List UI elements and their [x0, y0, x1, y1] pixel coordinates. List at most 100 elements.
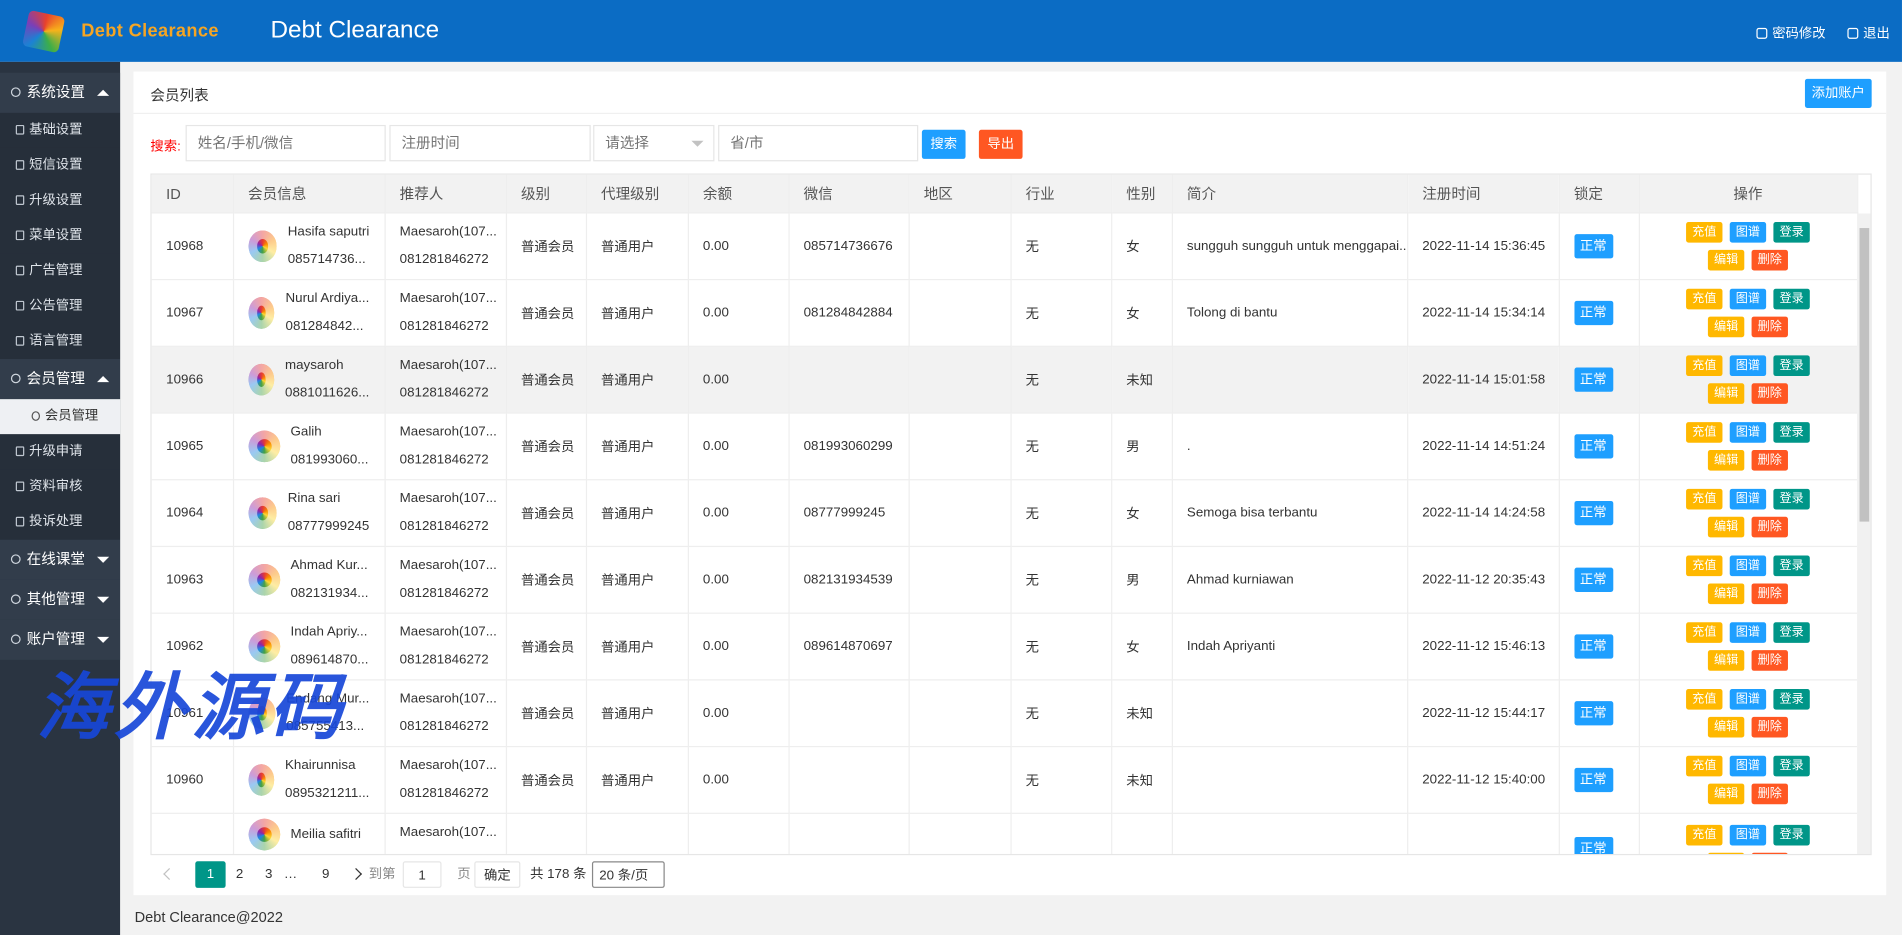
search-button[interactable]: 搜索	[921, 129, 966, 159]
action-button[interactable]: 登录	[1773, 622, 1810, 643]
action-button[interactable]: 充值	[1686, 755, 1723, 777]
action-button[interactable]: 登录	[1773, 288, 1810, 310]
action-button[interactable]: 编辑	[1707, 516, 1745, 538]
cell-time: 2022-11-12 15:46:13	[1422, 639, 1546, 654]
scroll-thumb[interactable]	[1859, 228, 1870, 522]
action-button[interactable]: 删除	[1751, 450, 1788, 471]
action-button[interactable]: 删除	[1751, 249, 1788, 271]
action-button[interactable]: 充值	[1686, 824, 1723, 846]
action-button[interactable]: 编辑	[1707, 716, 1745, 738]
action-button[interactable]: 登录	[1773, 688, 1810, 710]
lock-status[interactable]: 正常	[1573, 300, 1613, 326]
region-input[interactable]: 省/市	[718, 124, 919, 162]
menu-item[interactable]: 升级设置	[0, 183, 121, 219]
action-button[interactable]: 登录	[1773, 555, 1810, 577]
change-password[interactable]: 密码修改	[1756, 23, 1825, 42]
action-button[interactable]: 删除	[1751, 852, 1788, 854]
keyword-input[interactable]: 姓名/手机/微信	[185, 124, 386, 162]
menu-group[interactable]: 在线课堂	[0, 539, 121, 580]
menu-item[interactable]: 语言管理	[0, 323, 121, 360]
lock-status[interactable]: 正常	[1573, 234, 1613, 259]
menu-item[interactable]: 会员管理	[0, 399, 121, 435]
lock-status[interactable]: 正常	[1573, 767, 1613, 793]
action-button[interactable]: 编辑	[1707, 383, 1745, 404]
next-page[interactable]	[350, 867, 363, 880]
confirm-button[interactable]: 确定	[474, 861, 521, 888]
action-button[interactable]: 充值	[1686, 555, 1723, 577]
action-button[interactable]: 充值	[1686, 422, 1723, 443]
action-button[interactable]: 登录	[1773, 422, 1810, 443]
action-button[interactable]: 删除	[1751, 316, 1788, 338]
action-button[interactable]: 删除	[1751, 716, 1788, 738]
action-button[interactable]: 编辑	[1707, 583, 1745, 605]
action-button[interactable]: 登录	[1773, 488, 1810, 510]
action-button[interactable]: 删除	[1751, 650, 1788, 671]
action-button[interactable]: 删除	[1751, 383, 1788, 404]
menu-item[interactable]: 投诉处理	[0, 504, 121, 540]
lock-status[interactable]: 正常	[1573, 836, 1613, 854]
menu-item[interactable]: 升级申请	[0, 434, 121, 470]
level-select[interactable]: 请选择	[593, 124, 715, 162]
action-button[interactable]: 图谱	[1729, 555, 1767, 577]
action-button[interactable]: 充值	[1686, 488, 1723, 510]
action-button[interactable]: 图谱	[1729, 755, 1767, 777]
menu-item[interactable]: 基础设置	[0, 112, 121, 148]
page-number[interactable]: 3	[264, 867, 273, 882]
action-button[interactable]: 编辑	[1707, 852, 1745, 854]
action-button[interactable]: 充值	[1686, 355, 1723, 377]
lock-status[interactable]: 正常	[1573, 567, 1613, 592]
lock-status[interactable]: 正常	[1573, 500, 1613, 526]
menu-item[interactable]: 广告管理	[0, 253, 121, 289]
page-number[interactable]: 2	[235, 867, 244, 882]
cell: 正常	[1558, 213, 1640, 281]
action-button[interactable]: 登录	[1773, 824, 1810, 846]
action-button[interactable]: 删除	[1751, 783, 1788, 805]
action-button[interactable]: 编辑	[1707, 783, 1745, 805]
action-button[interactable]: 充值	[1686, 288, 1723, 310]
page-number[interactable]: 1	[195, 861, 226, 888]
action-button[interactable]: 编辑	[1707, 450, 1745, 471]
action-button[interactable]: 图谱	[1729, 422, 1767, 443]
action-button[interactable]: 图谱	[1729, 288, 1767, 310]
action-button[interactable]: 图谱	[1729, 355, 1767, 377]
menu-item[interactable]: 公告管理	[0, 288, 121, 324]
menu-item[interactable]: 短信设置	[0, 147, 121, 184]
menu-item[interactable]: 菜单设置	[0, 218, 121, 254]
date-input[interactable]: 注册时间	[389, 124, 591, 162]
export-button[interactable]: 导出	[978, 129, 1023, 159]
action-button[interactable]: 登录	[1773, 355, 1810, 377]
action-button[interactable]: 登录	[1773, 221, 1810, 243]
cell: Maesaroh(107... 081281846272	[384, 546, 507, 614]
action-button[interactable]: 图谱	[1729, 488, 1767, 510]
menu-item[interactable]: 资料审核	[0, 469, 121, 505]
action-button[interactable]: 充值	[1686, 622, 1723, 643]
action-button[interactable]: 登录	[1773, 755, 1810, 777]
lock-status[interactable]: 正常	[1573, 367, 1613, 392]
page-size-select[interactable]: 20 条/页	[591, 861, 665, 888]
lock-status[interactable]: 正常	[1573, 434, 1613, 459]
lock-status[interactable]: 正常	[1573, 634, 1613, 659]
action-button[interactable]: 编辑	[1707, 650, 1745, 671]
action-button[interactable]: 图谱	[1729, 221, 1767, 243]
add-account-button[interactable]: 添加账户	[1804, 78, 1872, 108]
scrollbar[interactable]	[1857, 213, 1871, 854]
cell	[788, 346, 910, 414]
menu-group[interactable]: 会员管理	[0, 359, 121, 400]
action-button[interactable]: 充值	[1686, 688, 1723, 710]
action-button[interactable]: 删除	[1751, 583, 1788, 605]
page-number[interactable]: 9	[321, 867, 330, 882]
lock-status[interactable]: 正常	[1573, 701, 1613, 726]
menu-group[interactable]: 系统设置	[0, 72, 121, 113]
menu-group[interactable]: 账户管理	[0, 619, 121, 660]
action-button[interactable]: 删除	[1751, 516, 1788, 538]
menu-group[interactable]: 其他管理	[0, 579, 121, 620]
prev-page[interactable]	[163, 867, 176, 880]
action-button[interactable]: 图谱	[1729, 824, 1767, 846]
action-button[interactable]: 充值	[1686, 221, 1723, 243]
action-button[interactable]: 图谱	[1729, 622, 1767, 643]
action-button[interactable]: 编辑	[1707, 316, 1745, 338]
action-button[interactable]: 编辑	[1707, 249, 1745, 271]
action-button[interactable]: 图谱	[1729, 688, 1767, 710]
goto-input[interactable]: 1	[402, 861, 442, 888]
logout[interactable]: 退出	[1847, 23, 1890, 42]
